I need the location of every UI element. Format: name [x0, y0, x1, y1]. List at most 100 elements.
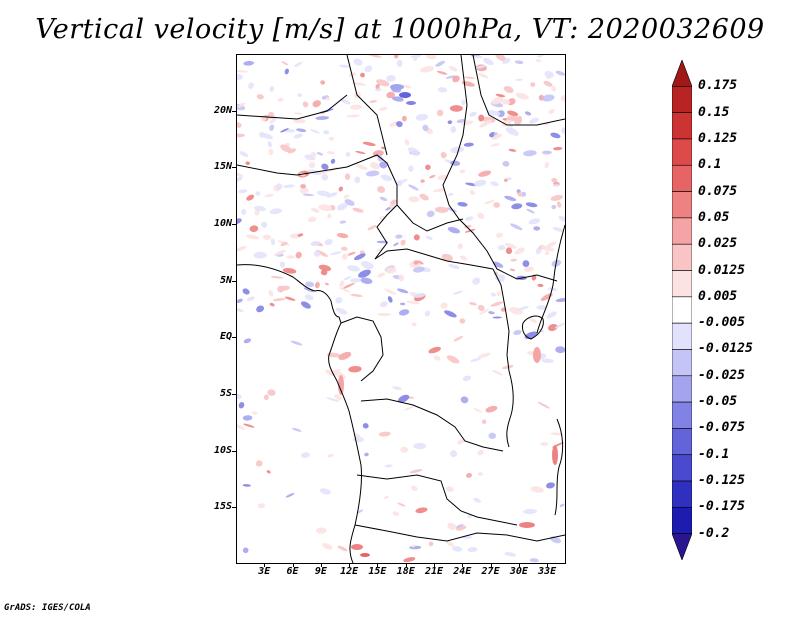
velocity-feature — [519, 522, 535, 528]
colorbar-segment — [672, 191, 692, 219]
velocity-cell — [378, 107, 388, 111]
lat-tick — [232, 450, 236, 452]
velocity-cell — [378, 431, 391, 437]
velocity-cell — [351, 82, 366, 86]
velocity-cell — [550, 432, 564, 436]
velocity-cell — [434, 206, 449, 213]
velocity-feature — [360, 553, 370, 557]
colorbar-segment — [672, 507, 692, 534]
velocity-cell — [362, 141, 376, 147]
velocity-cell — [508, 148, 517, 152]
velocity-cell — [459, 318, 466, 324]
velocity-cell — [243, 423, 255, 428]
border-angola-zambia — [356, 474, 518, 526]
colorbar-label: 0.075 — [698, 183, 738, 199]
velocity-cell — [492, 316, 502, 319]
velocity-cell — [428, 346, 441, 354]
lon-tick — [377, 563, 379, 567]
colorbar-segment — [672, 454, 692, 482]
velocity-cell — [505, 127, 519, 136]
velocity-cell — [445, 486, 454, 492]
velocity-cell — [467, 547, 478, 553]
velocity-cell — [435, 60, 446, 67]
velocity-cell — [237, 176, 243, 183]
velocity-cell — [411, 322, 417, 327]
velocity-cell — [535, 247, 542, 255]
colorbar-label: -0.0125 — [698, 341, 753, 357]
velocity-cell — [477, 472, 483, 477]
velocity-cell — [324, 238, 333, 246]
velocity-cell — [280, 241, 288, 247]
velocity-cell — [524, 266, 535, 272]
velocity-cell — [556, 201, 562, 208]
velocity-cell — [315, 527, 327, 534]
lat-tick — [232, 224, 236, 225]
velocity-cell — [268, 290, 274, 297]
velocity-cell — [420, 66, 434, 73]
colorbar-segment — [672, 270, 692, 298]
velocity-cell — [396, 59, 403, 67]
velocity-cell — [344, 199, 355, 206]
velocity-cell — [261, 221, 268, 228]
velocity-cell — [445, 75, 456, 79]
velocity-cell — [238, 189, 248, 194]
velocity-cell — [237, 394, 242, 399]
lon-tick — [292, 563, 294, 567]
velocity-cell — [449, 105, 463, 112]
velocity-cell — [293, 118, 306, 124]
velocity-cell — [329, 136, 335, 141]
velocity-cell — [342, 282, 355, 290]
velocity-cell — [526, 208, 535, 214]
velocity-cell — [330, 251, 342, 255]
velocity-cell — [485, 405, 498, 413]
lat-tick — [232, 167, 236, 169]
velocity-cell — [367, 225, 377, 231]
velocity-cell — [285, 492, 295, 498]
velocity-cell — [415, 507, 428, 514]
velocity-cell — [396, 178, 408, 185]
velocity-cell — [552, 227, 564, 232]
velocity-cell — [315, 116, 330, 120]
velocity-cell — [272, 298, 286, 302]
velocity-cell — [334, 394, 342, 400]
velocity-cell — [515, 92, 529, 100]
velocity-cell — [344, 173, 351, 180]
velocity-cell — [543, 80, 553, 87]
velocity-cell — [255, 191, 261, 196]
velocity-cell — [474, 179, 487, 187]
velocity-cell — [330, 158, 336, 164]
velocity-cell — [560, 95, 565, 102]
velocity-cell — [300, 301, 311, 309]
velocity-cell — [463, 76, 476, 79]
velocity-cell — [279, 261, 286, 268]
velocity-cell — [346, 114, 360, 118]
velocity-feature — [533, 347, 541, 363]
lat-label: 10N — [213, 218, 232, 229]
velocity-cell — [385, 266, 397, 274]
velocity-cell — [335, 307, 348, 315]
velocity-cell — [453, 335, 464, 342]
colorbar-label: 0.175 — [698, 78, 738, 94]
velocity-cell — [491, 96, 504, 105]
velocity-cell — [318, 169, 329, 175]
velocity-cell — [339, 220, 347, 224]
lat-label: EQ — [219, 331, 232, 343]
velocity-cell — [323, 130, 330, 135]
velocity-cell — [459, 255, 468, 261]
velocity-cell — [377, 186, 386, 193]
lat-label: 15N — [213, 161, 232, 173]
velocity-cell — [324, 282, 329, 286]
velocity-cell — [255, 460, 263, 467]
velocity-cell — [488, 432, 497, 440]
velocity-cell — [452, 290, 464, 295]
grads-credit: GrADS: IGES/COLA — [4, 603, 91, 613]
velocity-cell — [540, 293, 553, 301]
velocity-cell — [269, 302, 275, 307]
border-central-east — [442, 55, 558, 282]
velocity-cell — [377, 312, 391, 317]
velocity-cell — [457, 243, 463, 250]
velocity-cell — [545, 251, 550, 256]
map-panel — [236, 54, 566, 564]
velocity-cell — [305, 281, 315, 287]
velocity-cell — [284, 296, 296, 301]
